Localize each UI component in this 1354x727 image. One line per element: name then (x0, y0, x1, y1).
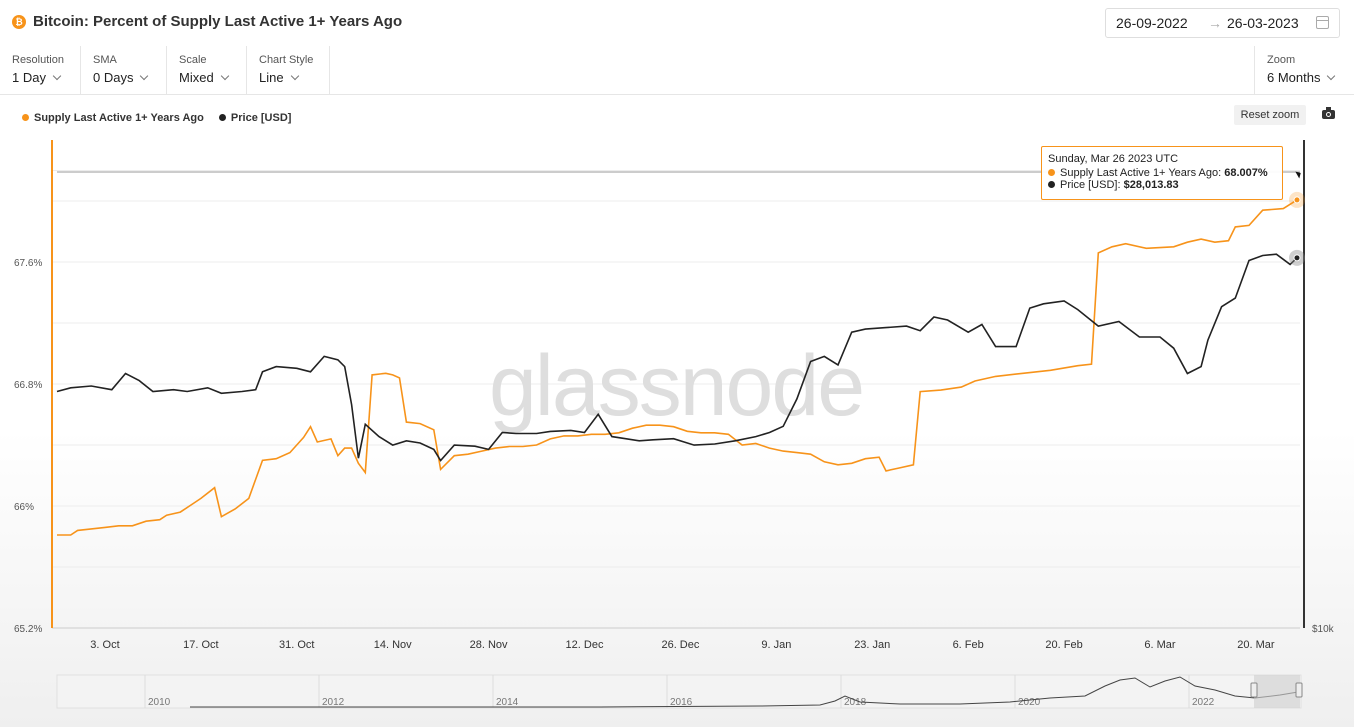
chevron-down-icon (140, 71, 149, 81)
x-tick-label: 28. Nov (470, 639, 508, 651)
legend-item-price[interactable]: Price [USD] (218, 112, 291, 124)
sma-select[interactable]: SMA 0 Days (81, 46, 167, 94)
navigator-year-label: 2012 (322, 697, 345, 708)
x-tick-label: 14. Nov (374, 639, 412, 651)
chart-canvas[interactable]: glassnode 65.2% 66% 66.8% 67.6% $10k 3. Oct 1… (0, 130, 1354, 727)
glassnode-watermark: glassnode (489, 338, 863, 434)
chart-tooltip: Sunday, Mar 26 2023 UTC Supply Last Acti… (1041, 146, 1283, 200)
chevron-down-icon (52, 71, 62, 81)
tooltip-row-supply: Supply Last Active 1+ Years Ago: 68.007% (1048, 167, 1268, 179)
chart-series (51, 140, 1305, 628)
scale-label: Scale (179, 54, 207, 66)
sma-label: SMA (93, 54, 117, 66)
legend-item-supply[interactable]: Supply Last Active 1+ Years Ago (22, 112, 204, 124)
y-tick-label: 67.6% (14, 258, 42, 269)
y-right-tick-label: $10k (1312, 624, 1335, 635)
chart-controls: Resolution 1 Day SMA 0 Days Scale Mixed … (0, 46, 1354, 95)
zoom-value[interactable]: 6 Months (1267, 70, 1336, 85)
y-tick-label: 65.2% (14, 624, 42, 635)
sma-value[interactable]: 0 Days (93, 70, 149, 85)
y-tick-label: 66% (14, 502, 34, 513)
range-navigator: 2010 2012 2014 2016 2018 2020 2022 (56, 674, 1303, 709)
chevron-down-icon (290, 71, 299, 81)
y-tick-label: 66.8% (14, 380, 42, 391)
chart-legend: Supply Last Active 1+ Years Ago Price [U… (22, 112, 303, 124)
date-to[interactable]: 26-03-2023 (1227, 15, 1299, 31)
legend-dot-supply (22, 114, 29, 121)
navigator-year-label: 2016 (670, 697, 693, 708)
resolution-value[interactable]: 1 Day (12, 70, 62, 85)
y-axis-left: 65.2% 66% 66.8% 67.6% $10k (14, 258, 1335, 635)
x-tick-label: 20. Mar (1237, 639, 1275, 651)
tooltip-price-value: $28,013.83 (1123, 179, 1179, 191)
tooltip-date: Sunday, Mar 26 2023 UTC (1048, 153, 1179, 165)
chevron-down-icon (1327, 71, 1336, 81)
legend-dot-price (218, 114, 226, 121)
x-tick-label: 31. Oct (279, 639, 314, 651)
series-supply-line (57, 199, 1298, 536)
reset-zoom-button[interactable]: Reset zoom (1234, 105, 1306, 125)
chart-style-label: Chart Style (259, 54, 314, 66)
x-tick-label: 20. Feb (1045, 639, 1082, 651)
navigator-year-label: 2020 (1018, 697, 1041, 708)
navigator-year-label: 2014 (496, 697, 519, 708)
chart-style-select[interactable]: Chart Style Line (247, 46, 330, 94)
series-price-line (56, 253, 1298, 462)
navigator-year-label: 2010 (148, 697, 171, 708)
navigator-year-label: 2022 (1192, 697, 1215, 708)
x-tick-label: 6. Feb (953, 639, 984, 651)
navigator-selection[interactable] (1254, 675, 1300, 708)
hover-point-price (1293, 254, 1301, 262)
page-title: Bitcoin: Percent of Supply Last Active 1… (33, 13, 403, 30)
chart-style-value[interactable]: Line (259, 70, 299, 85)
chevron-down-icon (220, 71, 229, 81)
zoom-label: Zoom (1267, 54, 1296, 66)
x-tick-label: 23. Jan (854, 639, 890, 651)
header: ₿ Bitcoin: Percent of Supply Last Active… (0, 0, 1354, 47)
resolution-label: Resolution (12, 54, 64, 66)
x-tick-label: 12. Dec (566, 639, 604, 651)
tooltip-dot-price (1048, 181, 1055, 188)
zoom-select[interactable]: Zoom 6 Months (1254, 46, 1354, 94)
bitcoin-icon: ₿ (12, 15, 26, 29)
date-range-picker[interactable]: 26-09-2022 → 26-03-2023 (1105, 8, 1340, 38)
calendar-icon[interactable] (1316, 16, 1329, 29)
x-tick-label: 3. Oct (90, 639, 119, 651)
tooltip-supply-value: 68.007% (1224, 167, 1268, 179)
x-axis: 3. Oct 17. Oct 31. Oct 14. Nov 28. Nov 12. De… (90, 639, 1275, 651)
camera-icon[interactable] (1322, 107, 1335, 119)
x-tick-label: 6. Mar (1144, 639, 1176, 651)
resolution-select[interactable]: Resolution 1 Day (0, 46, 81, 94)
arrow-right-icon: → (1208, 15, 1222, 31)
scale-value[interactable]: Mixed (179, 70, 229, 85)
x-tick-label: 26. Dec (661, 639, 699, 651)
tooltip-dot-supply (1048, 169, 1055, 176)
scale-select[interactable]: Scale Mixed (167, 46, 247, 94)
tooltip-row-price: Price [USD]: $28,013.83 (1048, 179, 1179, 191)
date-from[interactable]: 26-09-2022 (1116, 15, 1188, 31)
navigator-year-label: 2018 (844, 697, 867, 708)
x-tick-label: 9. Jan (761, 639, 791, 651)
navigator-handle-right[interactable] (1295, 682, 1303, 698)
hover-point-supply (1293, 196, 1301, 204)
navigator-handle-left[interactable] (1250, 682, 1258, 698)
x-tick-label: 17. Oct (183, 639, 218, 651)
navigator-series-line (190, 676, 1299, 708)
